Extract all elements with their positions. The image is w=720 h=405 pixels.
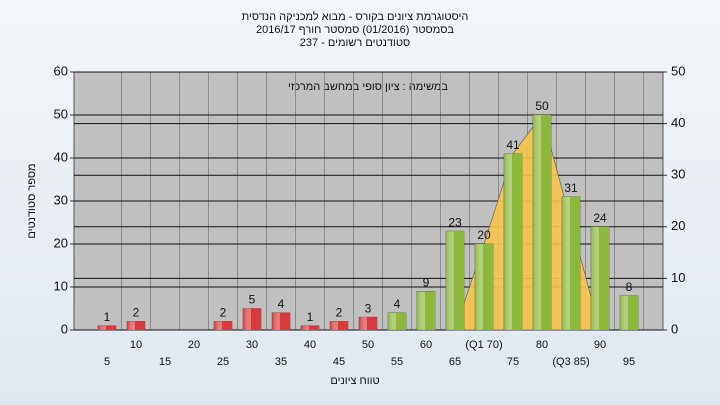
y-tick-label: 10 xyxy=(54,278,68,293)
x-tick-label: 30 xyxy=(246,339,258,351)
bar-shade xyxy=(98,325,116,330)
bar-value-label: 1 xyxy=(307,310,314,324)
bar-value-label: 20 xyxy=(477,228,491,242)
y2-tick-label: 20 xyxy=(671,218,685,233)
bar-value-label: 3 xyxy=(365,301,372,315)
bar-shade xyxy=(127,321,145,330)
bar-shade xyxy=(504,153,522,330)
bar-shade xyxy=(475,244,493,330)
bar-value-label: 8 xyxy=(626,280,633,294)
x-tick-label: 40 xyxy=(304,339,316,351)
y2-tick-label: 40 xyxy=(671,115,685,130)
bar-value-label: 1 xyxy=(104,310,111,324)
y-tick-label: 30 xyxy=(54,192,68,207)
bar-shade xyxy=(591,226,609,330)
bar-shade xyxy=(359,317,377,330)
y-axis-label: מספר סטודנטים xyxy=(26,163,38,238)
bar-shade xyxy=(214,321,232,330)
x-tick-label: 75 xyxy=(507,356,519,368)
y-tick-label: 60 xyxy=(54,63,68,78)
x-tick-label: 25 xyxy=(217,356,229,368)
x-tick-label: 60 xyxy=(420,339,432,351)
bar-value-label: 5 xyxy=(249,293,256,307)
x-tick-label: 80 xyxy=(536,339,548,351)
y2-tick-label: 50 xyxy=(671,63,685,78)
bar-value-label: 2 xyxy=(133,306,140,320)
x-tick-label: 5 xyxy=(104,356,110,368)
y-tick-label: 20 xyxy=(54,235,68,250)
bar-shade xyxy=(301,325,319,330)
x-tick-label: 55 xyxy=(391,356,403,368)
y2-tick-label: 10 xyxy=(671,270,685,285)
chart-title: היסטוגרמת ציונים בקורס - מבוא למכניקה הנ… xyxy=(242,10,469,23)
x-tick-label: (Q1 70) xyxy=(465,339,502,351)
chart-subtitle: בסמסטר (01/2016) סמסטר חורף 2016/17 xyxy=(256,24,454,36)
x-tick-label: 95 xyxy=(623,356,635,368)
y2-tick-label: 30 xyxy=(671,167,685,182)
y-tick-label: 50 xyxy=(54,106,68,121)
bar-shade xyxy=(533,115,551,330)
bar-value-label: 4 xyxy=(278,297,285,311)
x-tick-label: 15 xyxy=(159,356,171,368)
bar-shade xyxy=(562,196,580,330)
bar-value-label: 2 xyxy=(336,306,343,320)
y2-tick-label: 0 xyxy=(671,321,678,336)
bar-shade xyxy=(620,295,638,330)
x-tick-label: 10 xyxy=(130,339,142,351)
bar-value-label: 24 xyxy=(593,211,607,225)
y-tick-label: 40 xyxy=(54,149,68,164)
bar-value-label: 4 xyxy=(394,297,401,311)
y-tick-label: 0 xyxy=(61,321,68,336)
x-axis-label: טווח ציונים xyxy=(330,375,379,387)
x-tick-label: 45 xyxy=(333,356,345,368)
bar-value-label: 31 xyxy=(564,181,578,195)
bar-shade xyxy=(417,291,435,330)
bar-value-label: 41 xyxy=(506,138,520,152)
x-tick-label: (Q3 85) xyxy=(552,356,589,368)
bar-shade xyxy=(330,321,348,330)
x-tick-label: 90 xyxy=(594,339,606,351)
bar-value-label: 23 xyxy=(448,215,462,229)
bar-value-label: 50 xyxy=(535,99,549,113)
bar-shade xyxy=(243,308,261,330)
bar-value-label: 9 xyxy=(423,275,430,289)
x-tick-label: 20 xyxy=(188,339,200,351)
bar-shade xyxy=(272,312,290,330)
x-tick-label: 65 xyxy=(449,356,461,368)
x-tick-label: 35 xyxy=(275,356,287,368)
annotation: במשימה : ציון סופי במחשב המרכזי xyxy=(288,81,448,93)
x-tick-label: 50 xyxy=(362,339,374,351)
chart-subtitle: סטודנטים רשומים - 237 xyxy=(300,37,411,49)
bar-shade xyxy=(446,231,464,330)
bar-shade xyxy=(388,312,406,330)
bar-value-label: 2 xyxy=(220,306,227,320)
